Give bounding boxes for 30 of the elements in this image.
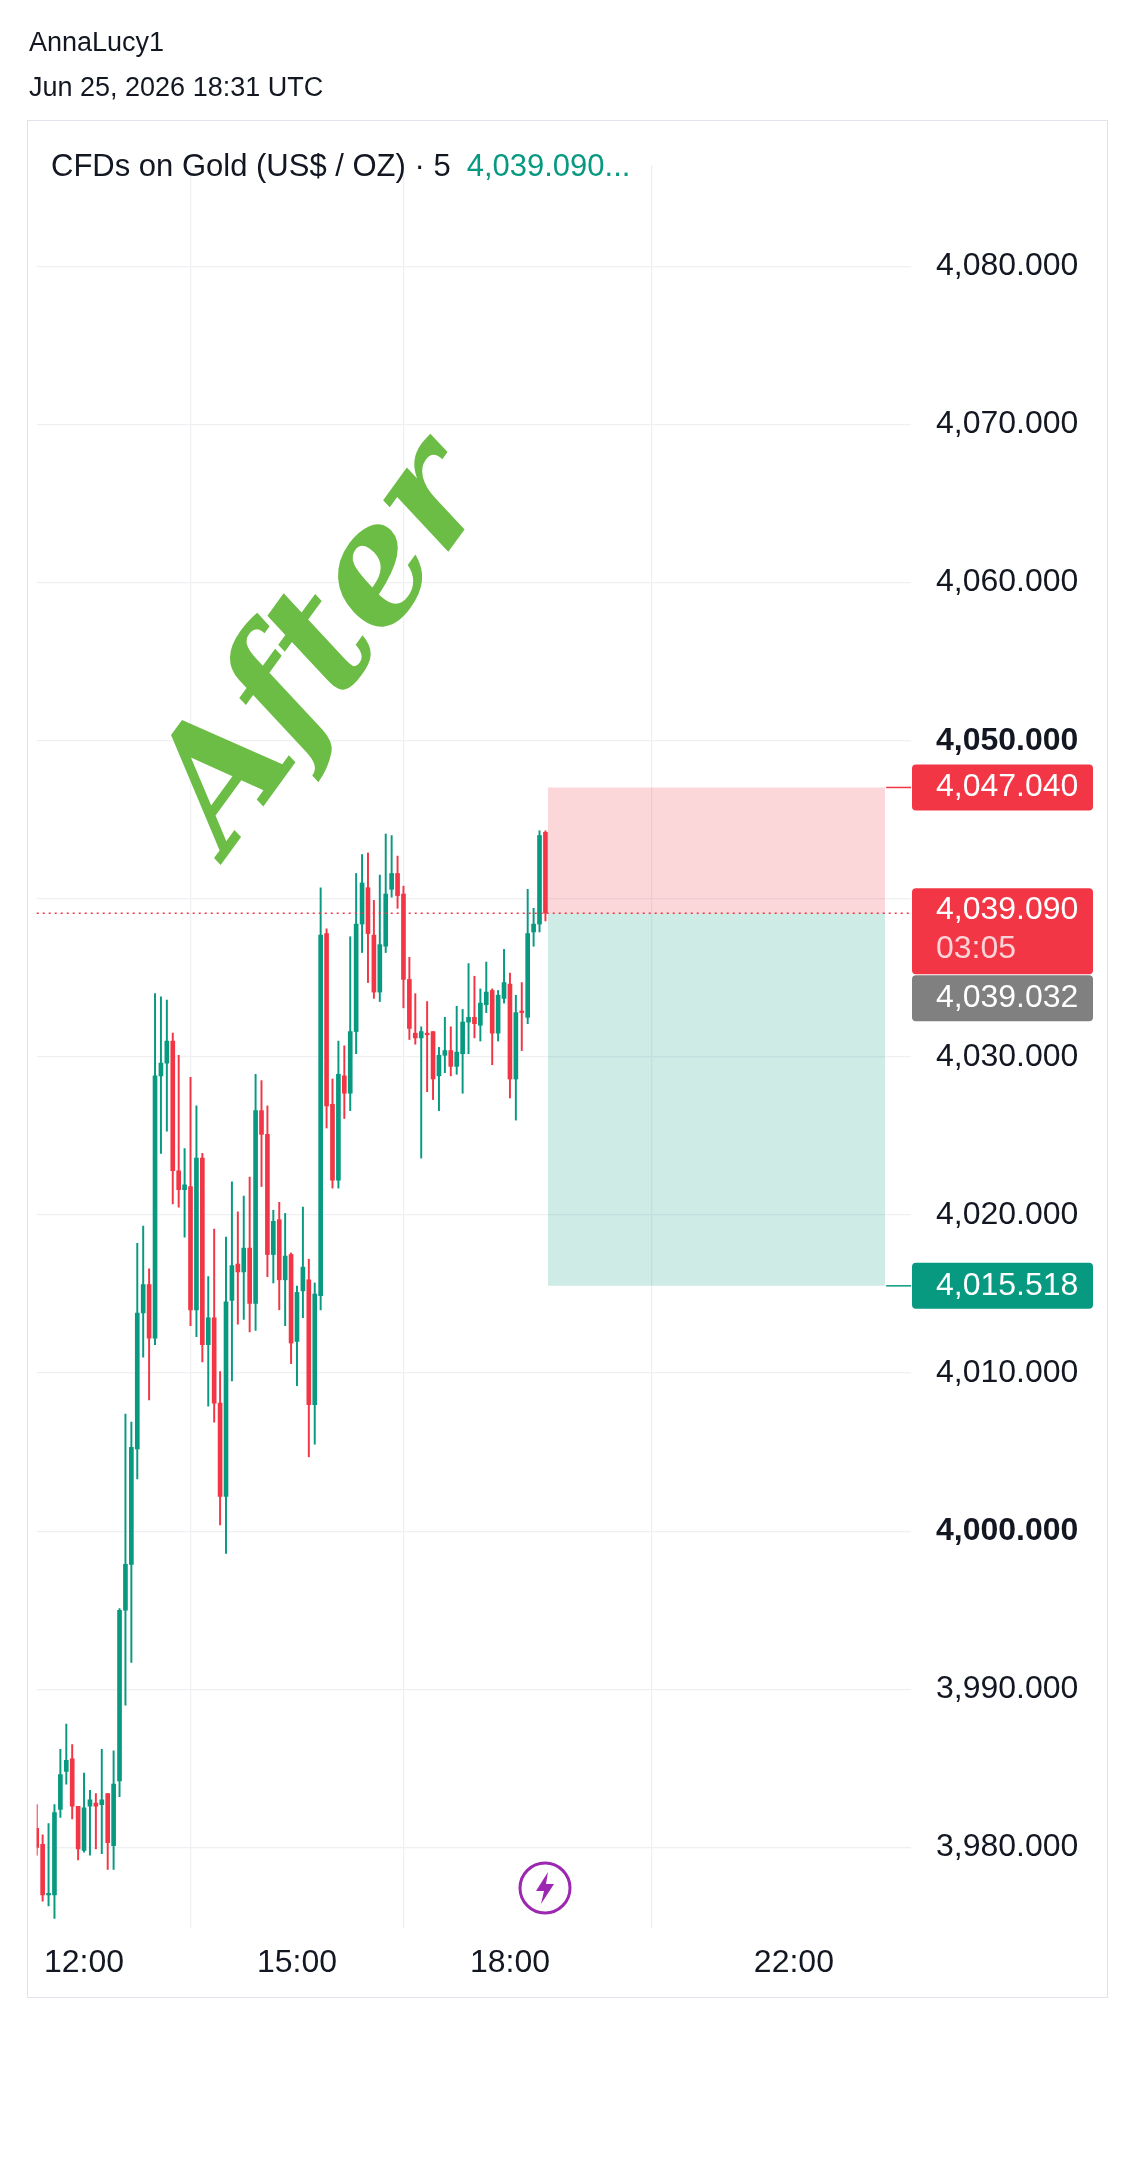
y-tick-label: 4,050.000 xyxy=(936,720,1079,757)
candlestick xyxy=(99,1749,105,1855)
candlestick xyxy=(466,963,471,1055)
data-label: 4,047.040 xyxy=(936,767,1079,804)
candlestick xyxy=(442,1017,448,1074)
y-tick-label: 4,030.000 xyxy=(936,1036,1079,1073)
y-tick-label: 4,000.000 xyxy=(936,1511,1079,1547)
y-tick-label: 3,990.000 xyxy=(936,1669,1079,1706)
text: Jun 25, 2026 18:31 UTC xyxy=(29,71,324,104)
y-tick-label: 4,010.000 xyxy=(936,1352,1079,1389)
y-tick-label: 4,060.000 xyxy=(936,562,1079,599)
text: AnnaLucy1 xyxy=(29,26,166,59)
y-tick-label: 4,020.000 xyxy=(936,1194,1079,1231)
y-tick-label: 4,070.000 xyxy=(936,404,1079,441)
y-tick-label: 4,080.000 xyxy=(936,246,1079,283)
data-label: 4,015.518 xyxy=(936,1265,1079,1302)
ref-line-label: 4,039.090 03:05 xyxy=(936,889,1079,965)
x-tick-label: 12:00 xyxy=(44,1943,125,1980)
x-tick-label: 15:00 xyxy=(256,1943,338,1980)
candlestick xyxy=(519,982,525,1051)
x-tick-label: 18:00 xyxy=(469,1943,550,1980)
candlestick xyxy=(412,993,418,1045)
chart-subtitle: 4,039.090... xyxy=(466,148,631,183)
x-tick-label: 22:00 xyxy=(753,1943,834,1980)
candlestick xyxy=(418,1026,424,1159)
chart-title: CFDs on Gold (US$ / OZ) · 5 xyxy=(51,148,451,183)
y-tick-label: 3,980.000 xyxy=(936,1827,1079,1864)
text: 4,039.032 xyxy=(936,977,1079,1014)
candlestick xyxy=(472,975,477,1039)
candlestick xyxy=(182,1148,187,1238)
